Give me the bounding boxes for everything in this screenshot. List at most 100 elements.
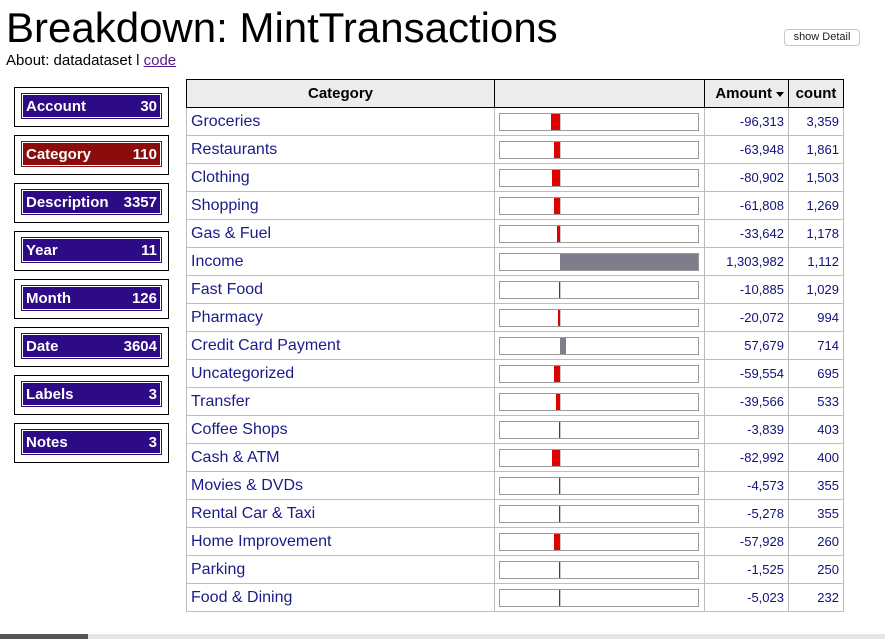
- amount-cell: 57,679: [704, 331, 789, 360]
- amount-bar-cell: [494, 443, 705, 472]
- amount-bar-fill: [559, 281, 560, 298]
- amount-cell: 1,303,982: [704, 247, 789, 276]
- facet-description[interactable]: Description 3357: [14, 183, 169, 223]
- category-link[interactable]: Income: [191, 252, 244, 270]
- category-link[interactable]: Groceries: [191, 112, 261, 130]
- amount-bar-cell: [494, 247, 705, 276]
- table-row: Groceries -96,313 3,359: [186, 107, 844, 136]
- facet-date[interactable]: Date 3604: [14, 327, 169, 367]
- amount-bar: [499, 308, 699, 327]
- category-column-header[interactable]: Category: [186, 79, 495, 108]
- bar-zero-line: [560, 533, 561, 550]
- category-link[interactable]: Pharmacy: [191, 308, 264, 326]
- facet-count: 3: [148, 433, 157, 451]
- category-cell: Restaurants: [186, 135, 495, 164]
- facet-year[interactable]: Year 11: [14, 231, 169, 271]
- category-link[interactable]: Transfer: [191, 392, 250, 410]
- bar-zero-line: [560, 589, 561, 606]
- facet-notes[interactable]: Notes 3: [14, 423, 169, 463]
- category-link[interactable]: Movies & DVDs: [191, 476, 304, 494]
- facet-month[interactable]: Month 126: [14, 279, 169, 319]
- amount-bar-fill: [559, 589, 560, 606]
- category-cell: Groceries: [186, 107, 495, 136]
- amount-bar: [499, 392, 699, 411]
- facet-button[interactable]: Account 30: [21, 93, 162, 119]
- amount-cell: -57,928: [704, 527, 789, 556]
- amount-bar-fill: [551, 113, 560, 130]
- count-column-header[interactable]: count: [788, 79, 844, 108]
- category-link[interactable]: Clothing: [191, 168, 250, 186]
- bar-zero-line: [560, 505, 561, 522]
- table-row: Shopping -61,808 1,269: [186, 191, 844, 220]
- sort-desc-icon: [776, 91, 784, 97]
- category-link[interactable]: Shopping: [191, 196, 259, 214]
- category-cell: Food & Dining: [186, 583, 495, 612]
- category-link[interactable]: Home Improvement: [191, 532, 332, 550]
- category-cell: Rental Car & Taxi: [186, 499, 495, 528]
- amount-bar-cell: [494, 219, 705, 248]
- facet-button[interactable]: Description 3357: [21, 189, 162, 215]
- category-cell: Credit Card Payment: [186, 331, 495, 360]
- facet-button[interactable]: Category 110: [21, 141, 162, 167]
- table-body: Groceries -96,313 3,359 Restaurants -63,948 1…: [186, 107, 844, 612]
- count-cell: 1,269: [788, 191, 844, 220]
- amount-header-label: Amount: [715, 85, 772, 102]
- count-cell: 994: [788, 303, 844, 332]
- category-link[interactable]: Food & Dining: [191, 588, 293, 606]
- bar-zero-line: [560, 225, 561, 242]
- category-link[interactable]: Restaurants: [191, 140, 278, 158]
- facet-button[interactable]: Notes 3: [21, 429, 162, 455]
- category-link[interactable]: Parking: [191, 560, 246, 578]
- amount-bar-cell: [494, 275, 705, 304]
- table-row: Coffee Shops -3,839 403: [186, 415, 844, 444]
- amount-cell: -20,072: [704, 303, 789, 332]
- count-cell: 695: [788, 359, 844, 388]
- show-detail-button[interactable]: show Detail: [784, 29, 860, 46]
- table-row: Clothing -80,902 1,503: [186, 163, 844, 192]
- category-link[interactable]: Credit Card Payment: [191, 336, 341, 354]
- count-cell: 355: [788, 499, 844, 528]
- category-link[interactable]: Coffee Shops: [191, 420, 288, 438]
- category-cell: Movies & DVDs: [186, 471, 495, 500]
- amount-bar-fill: [558, 309, 560, 326]
- facet-label: Month: [26, 289, 71, 307]
- amount-bar: [499, 252, 699, 271]
- bar-zero-line: [560, 197, 561, 214]
- amount-cell: -39,566: [704, 387, 789, 416]
- horizontal-scrollbar-thumb[interactable]: [0, 634, 88, 639]
- horizontal-scrollbar[interactable]: [0, 634, 885, 639]
- category-cell: Transfer: [186, 387, 495, 416]
- amount-bar-fill: [560, 337, 566, 354]
- amount-bar-fill: [559, 477, 560, 494]
- facet-button[interactable]: Date 3604: [21, 333, 162, 359]
- amount-bar-cell: [494, 331, 705, 360]
- amount-cell: -63,948: [704, 135, 789, 164]
- category-link[interactable]: Fast Food: [191, 280, 264, 298]
- amount-column-header[interactable]: Amount: [704, 79, 789, 108]
- table-row: Food & Dining -5,023 232: [186, 583, 844, 612]
- category-link[interactable]: Gas & Fuel: [191, 224, 272, 242]
- facet-button[interactable]: Labels 3: [21, 381, 162, 407]
- facet-category[interactable]: Category 110: [14, 135, 169, 175]
- category-link[interactable]: Cash & ATM: [191, 448, 280, 466]
- facet-account[interactable]: Account 30: [14, 87, 169, 127]
- amount-bar-fill: [554, 365, 560, 382]
- category-cell: Coffee Shops: [186, 415, 495, 444]
- facet-button[interactable]: Year 11: [21, 237, 162, 263]
- amount-cell: -4,573: [704, 471, 789, 500]
- amount-bar-fill: [554, 141, 560, 158]
- facet-labels[interactable]: Labels 3: [14, 375, 169, 415]
- amount-bar-cell: [494, 471, 705, 500]
- category-link[interactable]: Rental Car & Taxi: [191, 504, 316, 522]
- facet-button[interactable]: Month 126: [21, 285, 162, 311]
- table-row: Parking -1,525 250: [186, 555, 844, 584]
- amount-cell: -5,278: [704, 499, 789, 528]
- category-link[interactable]: Uncategorized: [191, 364, 295, 382]
- facet-label: Category: [26, 145, 92, 163]
- amount-bar-fill: [560, 253, 698, 270]
- table-row: Income 1,303,982 1,112: [186, 247, 844, 276]
- bar-zero-line: [560, 561, 561, 578]
- amount-bar-cell: [494, 387, 705, 416]
- amount-bar: [499, 168, 699, 187]
- code-link[interactable]: code: [143, 52, 177, 69]
